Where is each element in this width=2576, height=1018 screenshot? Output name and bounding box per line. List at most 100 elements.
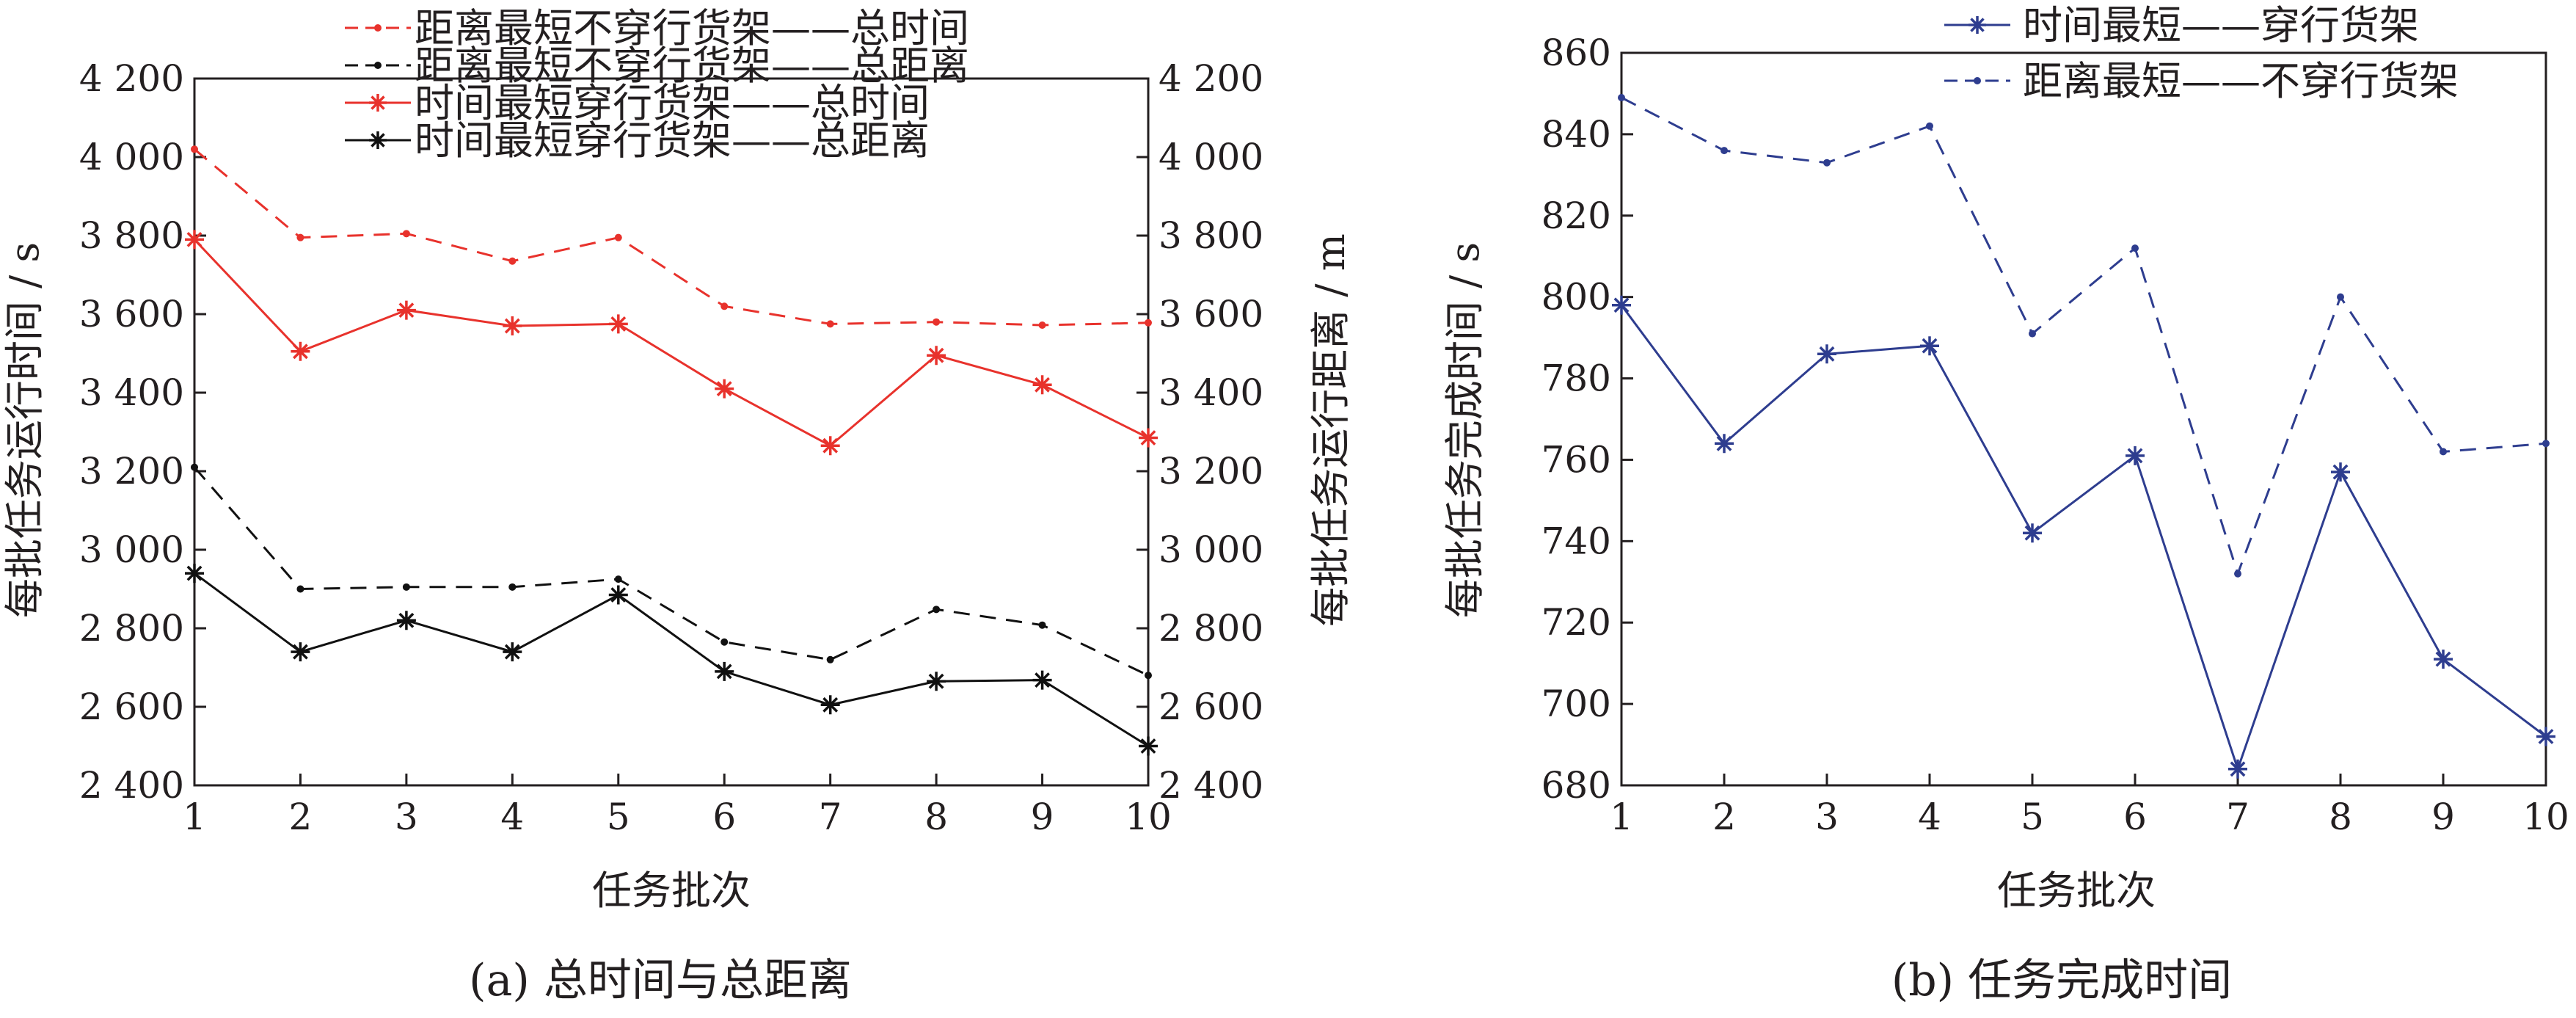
chart-b-x-tick-label: 5 (2021, 796, 2044, 838)
chart-b-series-1-point (2536, 727, 2555, 746)
chart-a-series-3-point (715, 379, 734, 399)
chart-b-x-tick-label: 4 (1918, 796, 1941, 838)
chart-a-series-3-point (291, 341, 310, 361)
chart-a-series-1-point (402, 230, 410, 238)
chart-a-x-tick-label: 4 (500, 796, 524, 838)
chart-a-series-3-point (927, 346, 946, 366)
chart-a-series-4-line (194, 572, 1149, 747)
chart-a-series-2-point (191, 463, 198, 471)
chart-b-series-1-point (1817, 344, 1836, 364)
chart-a-series-1-point (1145, 319, 1152, 327)
chart-b-y-tick-label: 820 (1541, 194, 1611, 237)
chart-a-y-tick-label: 3 800 (79, 214, 184, 257)
chart-a-series-2-point (1038, 621, 1046, 629)
chart-a-series-4-point (396, 611, 416, 630)
chart-b-series-2-point (1926, 122, 1933, 130)
chart-b-series-1-point (1920, 336, 1939, 356)
chart-b-y-axis-label: 每批任务完成时间 / s (1442, 242, 1488, 618)
chart-b-y-tick-label: 760 (1541, 438, 1611, 481)
chart-panel-a: 每批任务运行时间 / s 每批任务运行距离 / m 任务批次 (a) 总时间与总… (1, 5, 1354, 1006)
chart-a-y-tick-label: 2 800 (79, 607, 184, 650)
chart-a-y-axis-label: 每批任务运行时间 / s (1, 242, 48, 618)
chart-a-y-tick-label: 4 200 (79, 57, 184, 100)
chart-a-right-y-axis-label: 每批任务运行距离 / m (1307, 233, 1354, 627)
chart-b-series-1-point (2434, 650, 2453, 669)
chart-b-y-tick-label: 860 (1541, 32, 1611, 74)
chart-b-plot-frame (1620, 51, 2547, 787)
chart-a-right-y-tick-label: 3 400 (1159, 371, 1263, 414)
chart-a-legend-marker (369, 131, 387, 149)
chart-a-right-y-tick-label: 4 000 (1159, 136, 1263, 178)
chart-a-series-2-point (720, 638, 729, 646)
chart-a-series-3-point (396, 300, 416, 320)
chart-a-caption: (a) 总时间与总距离 (469, 955, 852, 1006)
chart-a-y-tick-label: 2 600 (79, 686, 184, 728)
chart-a-series-1-point (1038, 321, 1046, 329)
chart-a-series-4-point (1032, 670, 1052, 690)
chart-panel-b: 每批任务完成时间 / s 任务批次 (b) 任务完成时间 68070072074… (1442, 2, 2569, 1006)
chart-a-series-3-point (503, 316, 522, 335)
chart-a-series-1-point (826, 320, 834, 328)
chart-a-right-y-tick-label: 2 600 (1159, 686, 1263, 728)
chart-a-x-tick-label: 10 (1125, 796, 1172, 838)
chart-a-series-1-point (508, 257, 517, 265)
chart-a-y-tick-label: 4 000 (79, 136, 184, 178)
chart-a-series-2-point (933, 606, 941, 614)
chart-b-series-1-point (2331, 462, 2350, 482)
chart-b-x-tick-label: 8 (2329, 796, 2352, 838)
chart-b-series-1-point (2023, 523, 2042, 543)
chart-a-series-1-point (720, 302, 729, 310)
chart-a-series-2-point (614, 575, 622, 583)
chart-b-series-1-point (1715, 434, 1734, 454)
chart-a-x-axis-label: 任务批次 (592, 868, 751, 914)
chart-b-series-1-line (1620, 304, 2547, 773)
chart-b-legend-marker (1969, 16, 1986, 34)
chart-a-y-tick-label: 3 600 (79, 293, 184, 335)
chart-a-series-2-point (1145, 672, 1152, 680)
chart-b-series-2-point (2029, 330, 2036, 338)
chart-b-x-tick-label: 3 (1815, 796, 1839, 838)
chart-b-x-tick-label: 7 (2226, 796, 2250, 838)
chart-a-series-1-point (614, 233, 622, 241)
chart-a-series-4-point (185, 564, 204, 583)
chart-a-series-3-point (185, 230, 204, 250)
chart-a-x-tick-label: 5 (607, 796, 630, 838)
chart-a-series-3-line (193, 239, 1149, 448)
chart-a-series-3-point (1032, 375, 1052, 395)
chart-b-series-1-point (2126, 446, 2145, 465)
chart-b-series-2-point (2131, 244, 2139, 252)
chart-a-x-tick-label: 6 (712, 796, 736, 838)
chart-b-y-tick-label: 800 (1541, 276, 1611, 319)
chart-a-series-1-point (296, 233, 304, 241)
chart-a-right-y-tick-label: 3 200 (1159, 450, 1263, 492)
chart-a-series-4-point (820, 695, 840, 715)
chart-a-series-3-point (820, 436, 840, 456)
chart-a-series-3-point (1139, 428, 1158, 448)
chart-a-x-tick-label: 7 (819, 796, 842, 838)
chart-b-x-axis-label: 任务批次 (1997, 868, 2156, 914)
chart-a-legend-label: 时间最短穿行货架——总距离 (415, 117, 930, 164)
chart-b-series-1-point (1612, 295, 1631, 315)
chart-a-series-1-point (933, 318, 941, 326)
chart-b-legend-label: 距离最短——不穿行货架 (2023, 58, 2459, 104)
chart-a-series-1-point (191, 145, 198, 153)
chart-b-x-tick-label: 1 (1610, 796, 1633, 838)
chart-a-series-4-point (291, 642, 310, 662)
chart-b-series-1-point (2228, 759, 2247, 779)
chart-a-right-y-tick-label: 2 400 (1159, 764, 1263, 807)
chart-b-x-tick-label: 2 (1712, 796, 1736, 838)
chart-b-series-2-point (2440, 448, 2447, 456)
chart-b-x-tick-label: 6 (2123, 796, 2147, 838)
chart-b-legend-marker (1974, 77, 1981, 84)
chart-a-right-y-tick-label: 3 000 (1159, 528, 1263, 571)
chart-a-plot-frame (193, 77, 1150, 787)
chart-b-series-2-point (1823, 159, 1831, 167)
chart-a-series-2-point (826, 655, 834, 663)
chart-a-series-3-point (608, 314, 628, 334)
chart-b-y-tick-label: 840 (1541, 113, 1611, 156)
chart-b-y-tick-label: 740 (1541, 520, 1611, 562)
chart-a-series-2-point (296, 585, 304, 593)
chart-b-series-2-line (1621, 96, 2547, 578)
chart-a-y-tick-label: 2 400 (79, 764, 184, 807)
chart-a-legend-label: 距离最短不穿行货架——总时间 (415, 5, 969, 51)
